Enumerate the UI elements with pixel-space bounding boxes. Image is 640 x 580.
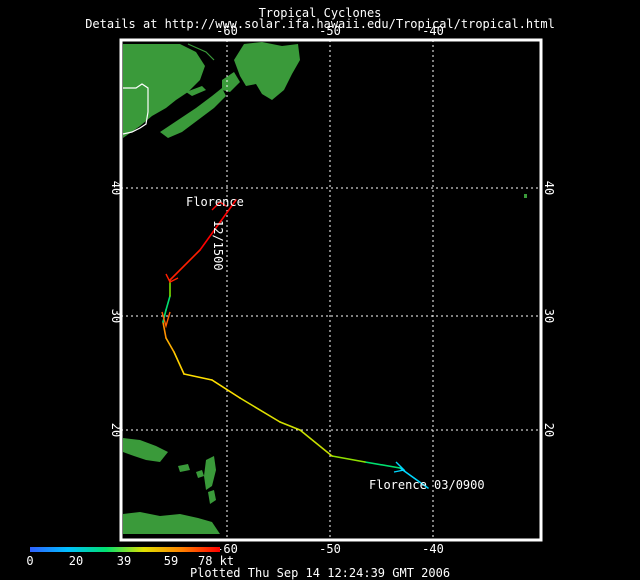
- lat-tick-right-40: 40: [542, 181, 556, 195]
- lat-tick-left-40: 40: [109, 181, 123, 195]
- arrow-mid-2: [165, 273, 179, 283]
- land-island-1: [178, 464, 190, 472]
- land-outline: [187, 43, 215, 61]
- storm-label-end-time: 12/1500: [211, 220, 225, 271]
- land-island-4: [208, 490, 216, 504]
- lon-tick-bottom-60: -60: [216, 542, 238, 556]
- track-seg-4: [299, 429, 333, 457]
- map-subtitle: Details at http://www.solar.ifa.hawaii.e…: [85, 17, 555, 31]
- legend-tick-59: 59: [164, 554, 178, 568]
- track-seg-13: [165, 295, 171, 311]
- lon-tick-bottom-50: -50: [319, 542, 341, 556]
- legend-tick-20: 20: [69, 554, 83, 568]
- track-arrows: [161, 201, 406, 473]
- track-seg-2: [364, 461, 401, 469]
- storm-track: [162, 199, 429, 489]
- grid: [121, 40, 541, 540]
- map-frame: [119, 38, 543, 542]
- lat-tick-left-20: 20: [109, 423, 123, 437]
- track-seg-6: [239, 397, 281, 423]
- track-seg-12: [162, 309, 167, 323]
- map-title: Tropical Cyclones: [258, 6, 382, 20]
- track-seg-9: [173, 351, 185, 375]
- track-seg-16: [199, 199, 237, 251]
- arrow-mid-1: [161, 311, 171, 329]
- land-masses: [123, 42, 527, 534]
- track-seg-7: [211, 379, 241, 399]
- track-seg-8: [183, 373, 213, 381]
- legend-tick-78kt: 78 kt: [198, 554, 234, 568]
- land-cape-breton: [222, 72, 240, 92]
- land-caribbean-west: [123, 438, 168, 462]
- legend-tick-39: 39: [117, 554, 131, 568]
- lat-tick-right-30: 30: [542, 309, 556, 323]
- land-island-3: [204, 456, 216, 490]
- land-small-east: [524, 194, 527, 198]
- lon-tick-top-40: -40: [422, 24, 444, 38]
- lat-tick-right-20: 20: [542, 423, 556, 437]
- arrow-start: [393, 461, 406, 473]
- legend-tick-0: 0: [26, 554, 33, 568]
- track-seg-11: [162, 321, 167, 339]
- lon-tick-top-50: -50: [319, 24, 341, 38]
- land-caribbean-south: [123, 512, 220, 534]
- arrow-end: [211, 201, 227, 211]
- land-nova-scotia: [160, 88, 226, 138]
- plot-timestamp: Plotted Thu Sep 14 12:24:39 GMT 2006: [189, 566, 451, 580]
- land-island-2: [196, 470, 204, 478]
- lat-tick-left-30: 30: [109, 309, 123, 323]
- track-seg-15: [169, 249, 201, 281]
- track-seg-3: [331, 455, 366, 463]
- lon-tick-top-60: -60: [216, 24, 238, 38]
- land-newfoundland: [234, 42, 300, 100]
- track-seg-10: [165, 337, 175, 353]
- storm-label-start: Florence 03/0900: [369, 478, 485, 492]
- land-maine: [123, 44, 205, 138]
- track-seg-1: [399, 467, 429, 489]
- storm-label-end: Florence: [186, 195, 244, 209]
- intensity-color-bar: [30, 547, 220, 552]
- lon-tick-bottom-40: -40: [422, 542, 444, 556]
- track-seg-5: [279, 421, 301, 431]
- land-pei: [186, 86, 206, 96]
- maine-border: [122, 83, 149, 135]
